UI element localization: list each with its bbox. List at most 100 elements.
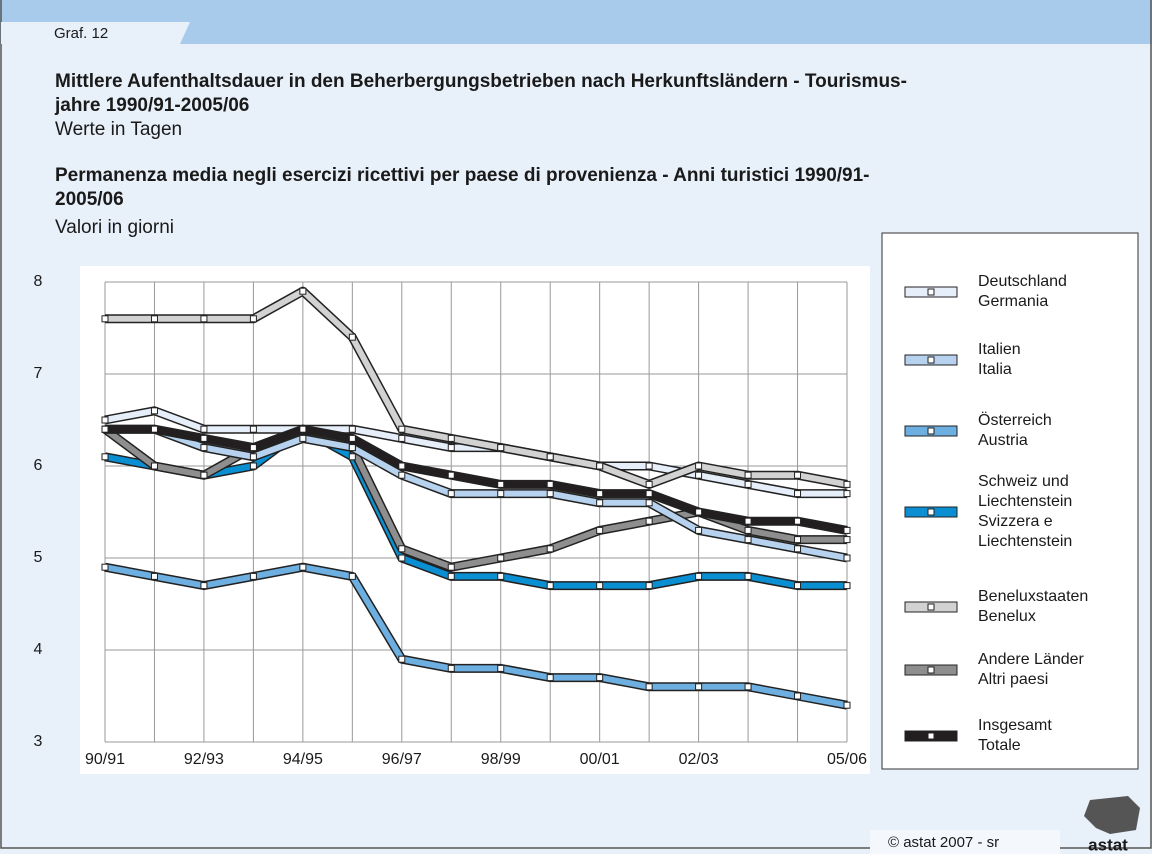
- marker: [398, 462, 406, 470]
- marker: [299, 425, 307, 433]
- marker: [843, 480, 851, 488]
- marker: [645, 582, 653, 590]
- marker: [447, 563, 455, 571]
- legend-label: Benelux: [978, 608, 1036, 625]
- marker: [744, 471, 752, 479]
- legend-label: Beneluxstaaten: [978, 588, 1088, 605]
- marker: [249, 453, 257, 461]
- marker: [200, 444, 208, 452]
- marker: [596, 462, 604, 470]
- marker: [447, 572, 455, 580]
- marker: [843, 554, 851, 562]
- marker: [150, 315, 158, 323]
- marker: [843, 582, 851, 590]
- x-tick-label: 05/06: [827, 751, 867, 768]
- legend-label: Andere Länder: [978, 651, 1085, 668]
- marker: [299, 287, 307, 295]
- marker: [843, 526, 851, 534]
- x-tick-label: 02/03: [679, 751, 719, 768]
- line: [104, 426, 847, 589]
- marker: [596, 499, 604, 507]
- marker: [398, 554, 406, 562]
- marker: [249, 444, 257, 452]
- x-tick-label: 92/93: [184, 751, 224, 768]
- marker: [695, 572, 703, 580]
- line: [104, 407, 847, 497]
- marker: [101, 416, 109, 424]
- legend-label: Schweiz und: [978, 473, 1069, 490]
- marker: [645, 480, 653, 488]
- x-tick-label: 98/99: [481, 751, 521, 768]
- marker: [447, 444, 455, 452]
- marker: [546, 582, 554, 590]
- marker: [249, 315, 257, 323]
- title: Mittlere Aufenthaltsdauer in den Beherbe…: [55, 71, 907, 92]
- marker: [843, 490, 851, 498]
- marker: [744, 480, 752, 488]
- marker: [695, 462, 703, 470]
- marker: [101, 315, 109, 323]
- legend-label: Germania: [978, 293, 1048, 310]
- marker: [695, 683, 703, 691]
- legend-label: Italien: [978, 341, 1021, 358]
- y-tick-label: 8: [34, 273, 43, 290]
- marker: [497, 480, 505, 488]
- marker: [447, 471, 455, 479]
- legend-label: Insgesamt: [978, 717, 1052, 734]
- marker: [497, 572, 505, 580]
- marker: [200, 471, 208, 479]
- marker: [794, 490, 802, 498]
- marker: [497, 490, 505, 498]
- marker: [398, 655, 406, 663]
- marker: [645, 490, 653, 498]
- tab-label: Graf. 12: [54, 25, 108, 42]
- tab: [1, 22, 190, 44]
- marker: [695, 471, 703, 479]
- title: Permanenza media negli esercizi ricettiv…: [55, 165, 870, 186]
- marker: [596, 526, 604, 534]
- marker: [546, 674, 554, 682]
- marker: [398, 434, 406, 442]
- marker: [200, 315, 208, 323]
- marker: [596, 490, 604, 498]
- legend-label: Totale: [978, 737, 1021, 754]
- marker: [348, 453, 356, 461]
- marker: [249, 572, 257, 580]
- legend-marker: [927, 288, 935, 296]
- legend-marker: [927, 427, 935, 435]
- line: [105, 426, 848, 534]
- marker: [645, 499, 653, 507]
- legend-marker: [927, 603, 935, 611]
- marker: [299, 563, 307, 571]
- marker: [794, 692, 802, 700]
- marker: [447, 664, 455, 672]
- marker: [794, 582, 802, 590]
- y-tick-label: 7: [34, 365, 43, 382]
- marker: [744, 572, 752, 580]
- marker: [150, 407, 158, 415]
- copyright: © astat 2007 - sr: [888, 834, 999, 851]
- marker: [299, 434, 307, 442]
- marker: [546, 490, 554, 498]
- marker: [794, 471, 802, 479]
- marker: [398, 471, 406, 479]
- legend-marker: [927, 356, 935, 364]
- legend-marker: [927, 666, 935, 674]
- marker: [150, 462, 158, 470]
- marker: [596, 582, 604, 590]
- marker: [596, 674, 604, 682]
- legend-label: Svizzera e: [978, 513, 1053, 530]
- marker: [348, 434, 356, 442]
- legend: [881, 232, 1139, 770]
- x-tick-label: 96/97: [382, 751, 422, 768]
- logo: astat: [1088, 835, 1128, 854]
- marker: [150, 425, 158, 433]
- marker: [497, 444, 505, 452]
- legend-label: Deutschland: [978, 273, 1067, 290]
- legend-label: Austria: [978, 432, 1028, 449]
- marker: [645, 517, 653, 525]
- marker: [546, 453, 554, 461]
- title: jahre 1990/91-2005/06: [54, 95, 249, 116]
- legend-label: Italia: [978, 361, 1012, 378]
